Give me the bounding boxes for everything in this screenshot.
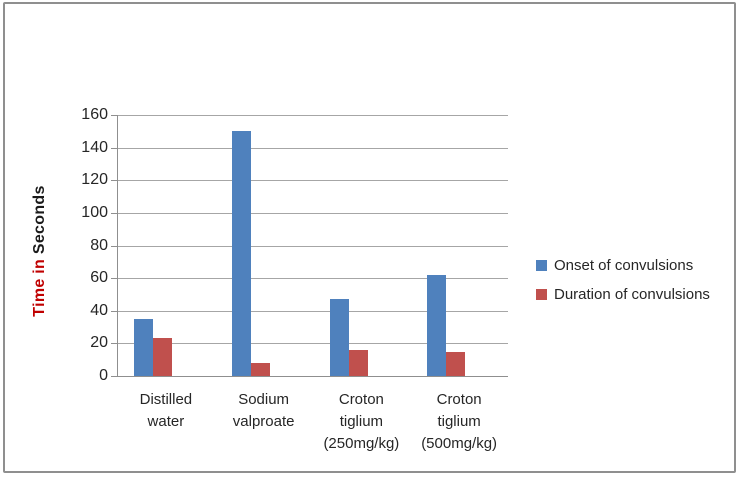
x-axis-label-4: Croton tiglium (500mg/kg) [421, 391, 498, 452]
y-axis-tick [111, 115, 117, 116]
y-axis-tick [111, 180, 117, 182]
x-axis-label-1: Distilled water [139, 391, 193, 430]
gridline-60 [117, 278, 508, 280]
y-axis-tick [111, 278, 117, 280]
gridline-120 [117, 180, 508, 182]
gridline-100 [117, 212, 508, 214]
legend-item-duration: Duration of convulsions [536, 286, 710, 303]
y-axis-tick [111, 147, 117, 149]
legend-label: Duration of convulsions [554, 286, 710, 303]
y-tick-label-140: 140 [81, 138, 108, 156]
y-tick-label-40: 40 [90, 301, 108, 319]
y-axis-tick [111, 212, 117, 214]
gridline-20 [117, 343, 508, 345]
bar-duration-1 [153, 338, 173, 376]
legend: Onset of convulsions Duration of convulsi… [536, 257, 710, 315]
legend-item-onset: Onset of convulsions [536, 257, 710, 274]
bar-onset-1 [134, 318, 154, 376]
y-tick-label-160: 160 [81, 106, 108, 123]
y-axis-line [117, 115, 118, 377]
y-tick-label-100: 100 [81, 203, 108, 221]
y-axis-title-seconds: Seconds [31, 185, 48, 255]
gridline-140 [117, 147, 508, 149]
x-axis-label-2: Sodium valproate [232, 391, 295, 430]
y-tick-label-120: 120 [81, 171, 108, 189]
y-tick-label-80: 80 [90, 236, 108, 254]
legend-label: Onset of convulsions [554, 257, 694, 274]
y-axis-tick [111, 343, 117, 345]
bar-duration-2 [250, 362, 270, 376]
legend-swatch-icon [536, 260, 547, 271]
gridline-160 [117, 115, 508, 116]
y-axis-tick [111, 245, 117, 247]
y-tick-label-60: 60 [90, 269, 108, 287]
x-axis-line [111, 376, 508, 377]
bar-duration-3 [348, 349, 368, 376]
x-axis-label-3: Croton tiglium (250mg/kg) [323, 391, 400, 452]
bar-onset-2 [231, 131, 251, 376]
legend-swatch-icon [536, 289, 547, 300]
bar-duration-4 [446, 351, 466, 376]
y-axis-title: Time in Seconds [31, 171, 49, 331]
y-axis-tick [111, 310, 117, 312]
y-tick-label-0: 0 [99, 367, 108, 384]
y-tick-label-20: 20 [90, 334, 108, 352]
bar-onset-4 [427, 274, 447, 376]
gridline-80 [117, 245, 508, 247]
gridline-40 [117, 310, 508, 312]
y-axis-title-time-in: Time in [31, 254, 48, 317]
bar-onset-3 [329, 299, 349, 376]
